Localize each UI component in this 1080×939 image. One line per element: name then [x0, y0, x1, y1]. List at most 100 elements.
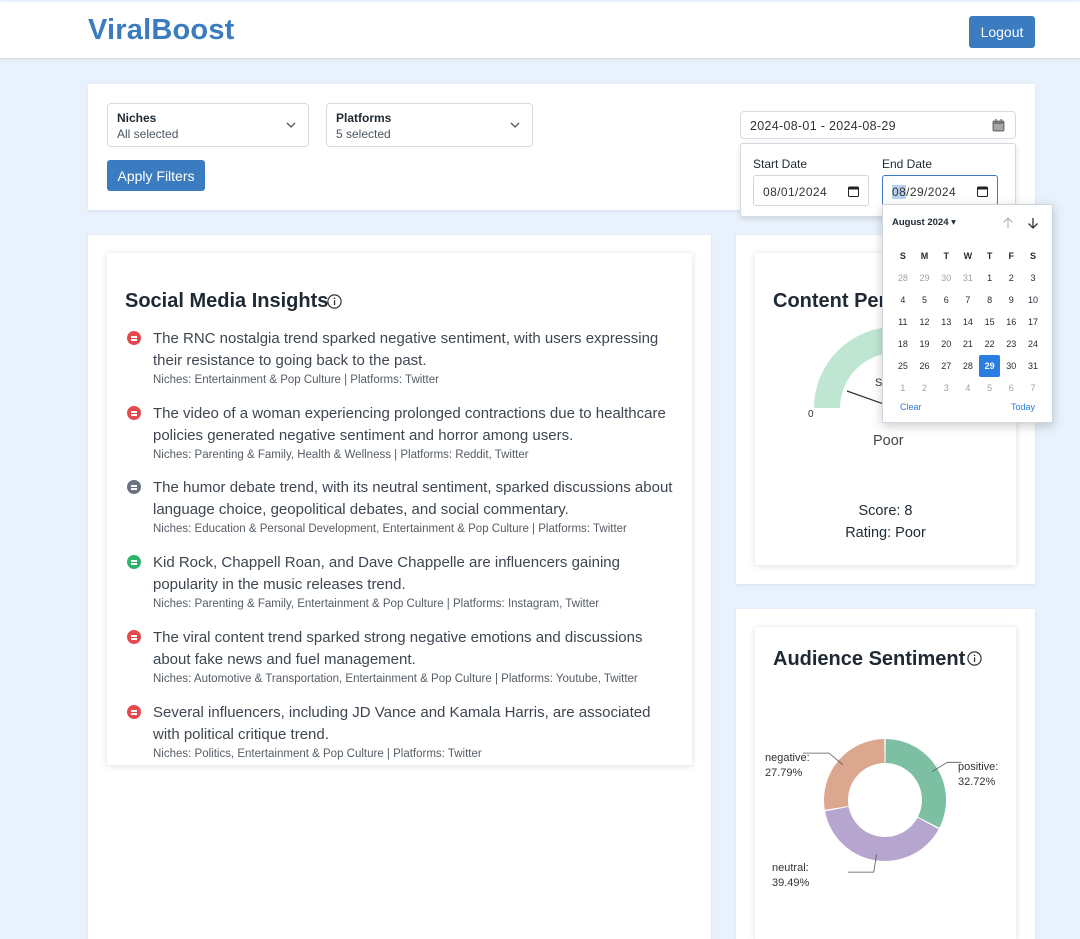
niches-select[interactable]: Niches All selected [107, 103, 309, 147]
calendar-day[interactable]: 26 [919, 361, 930, 371]
brand-logo[interactable]: ViralBoost [88, 14, 235, 46]
start-date-label: Start Date [753, 157, 808, 171]
insight-text-line: The video of a woman experiencing prolon… [153, 405, 666, 422]
neutral-slice[interactable] [825, 806, 939, 861]
insights-panel: Social Media Insights The RNC nostalgia … [107, 253, 692, 765]
clear-button[interactable]: Clear [900, 402, 922, 412]
calendar-day[interactable]: 31 [1027, 361, 1038, 371]
insight-text-line: The RNC nostalgia trend sparked negative… [153, 330, 659, 347]
weekday-label: F [1008, 251, 1015, 261]
calendar-day[interactable]: 19 [919, 339, 930, 349]
info-icon[interactable] [327, 294, 342, 309]
calendar-day[interactable]: 4 [900, 295, 906, 305]
insight-meta: Niches: Parenting & Family, Entertainmen… [153, 598, 600, 610]
calendar-day[interactable]: 20 [941, 339, 952, 349]
calendar-day[interactable]: 7 [965, 295, 971, 305]
gauge-arc [814, 327, 895, 408]
calendar-icon[interactable] [992, 119, 1005, 132]
calendar-day[interactable]: 10 [1027, 295, 1038, 305]
insight-text: The viral content trend sparked strong n… [153, 627, 683, 671]
calendar-day[interactable]: 2 [1008, 273, 1014, 283]
calendar-day[interactable]: 11 [898, 317, 908, 327]
content-performance-title: Content Per [773, 290, 887, 312]
positive-slice[interactable] [885, 739, 946, 828]
calendar-day[interactable]: 17 [1027, 317, 1038, 327]
calendar-day[interactable]: 30 [941, 273, 952, 283]
calendar-day[interactable]: 24 [1027, 339, 1038, 349]
calendar-day[interactable]: 8 [987, 295, 993, 305]
today-button[interactable]: Today [1010, 402, 1035, 412]
calendar-day[interactable]: 21 [962, 339, 973, 349]
calendar-day[interactable]: 15 [984, 317, 995, 327]
insight-item[interactable]: The RNC nostalgia trend sparked negative… [127, 328, 677, 394]
calendar-day-selected[interactable]: 29 [978, 355, 1001, 377]
calendar-day[interactable]: 3 [943, 383, 949, 393]
weekday-label: S [1029, 251, 1036, 261]
calendar-day[interactable]: 7 [1030, 383, 1036, 393]
positive-label: positive: 32.72% [958, 760, 998, 790]
calendar-day[interactable]: 31 [962, 273, 973, 283]
end-date-input[interactable]: 08/29/2024 [882, 175, 998, 206]
calendar-week-row: 11 12 13 14 15 16 17 [892, 311, 1044, 333]
calendar-day[interactable]: 6 [943, 295, 949, 305]
logout-button[interactable]: Logout [969, 16, 1035, 48]
calendar-day[interactable]: 5 [922, 295, 928, 305]
calendar-day[interactable]: 5 [987, 383, 993, 393]
calendar-day[interactable]: 2 [922, 383, 928, 393]
calendar-day[interactable]: 22 [984, 339, 995, 349]
calendar-day[interactable]: 9 [1008, 295, 1014, 305]
negative-sentiment-icon [127, 331, 141, 345]
calendar-day[interactable]: 13 [941, 317, 952, 327]
platforms-value: 5 selected [336, 127, 391, 141]
platforms-select[interactable]: Platforms 5 selected [326, 103, 533, 147]
apply-filters-button[interactable]: Apply Filters [107, 160, 205, 191]
calendar-day[interactable]: 28 [897, 273, 908, 283]
calendar-day[interactable]: 18 [897, 339, 908, 349]
insight-text-line: The humor debate trend, with its neutral… [153, 479, 673, 496]
calendar-day[interactable]: 16 [1006, 317, 1017, 327]
calendar-day[interactable]: 25 [897, 361, 908, 371]
insight-item[interactable]: The humor debate trend, with its neutral… [127, 477, 677, 543]
calendar-day[interactable]: 3 [1030, 273, 1036, 283]
insight-item[interactable]: Kid Rock, Chappell Roan, and Dave Chappe… [127, 552, 677, 618]
info-icon[interactable] [967, 651, 982, 666]
calendar-day[interactable]: 27 [941, 361, 952, 371]
positive-name: positive: [958, 761, 999, 773]
neutral-percent: 39.49% [772, 877, 810, 889]
gauge-partial-label: S [875, 377, 883, 389]
weekday-label: S [899, 251, 906, 261]
top-bar: ViralBoost Logout [0, 2, 1080, 59]
insight-item[interactable]: Several influencers, including JD Vance … [127, 702, 677, 768]
end-date-month-selected: 08 [892, 185, 907, 199]
calendar-day[interactable]: 30 [1006, 361, 1017, 371]
calendar-day[interactable]: 1 [900, 383, 906, 393]
calendar-day[interactable]: 29 [919, 273, 930, 283]
calendar-icon[interactable] [848, 186, 859, 197]
chevron-down-icon [286, 122, 296, 128]
calendar-day[interactable]: 1 [987, 273, 993, 283]
date-range-input[interactable]: 2024-08-01 - 2024-08-29 [740, 111, 1016, 139]
calendar-day[interactable]: 28 [962, 361, 973, 371]
negative-sentiment-icon [127, 705, 141, 719]
calendar-day[interactable]: 4 [965, 383, 971, 393]
calendar-day[interactable]: 6 [1008, 383, 1014, 393]
niches-label: Niches [117, 111, 157, 125]
start-date-value: 08/01/2024 [763, 185, 828, 199]
calendar-day[interactable]: 12 [919, 317, 930, 327]
calendar-popup: August 2024 ▾ S M T W T F S 28 29 30 31 1 2 3 4 5 6 7 8 9 10… [882, 204, 1053, 423]
gauge-rating-label: Poor [873, 433, 904, 449]
calendar-day[interactable]: 23 [1006, 339, 1017, 349]
start-date-input[interactable]: 08/01/2024 [753, 175, 869, 206]
calendar-day[interactable]: 14 [962, 317, 973, 327]
insight-item[interactable]: The viral content trend sparked strong n… [127, 627, 677, 693]
negative-sentiment-icon [127, 630, 141, 644]
negative-slice[interactable] [824, 739, 885, 810]
rating-text: Rating: Poor [845, 525, 926, 541]
month-selector[interactable]: August 2024 ▾ [892, 217, 956, 228]
niches-value: All selected [117, 127, 179, 141]
arrow-up-icon[interactable] [1001, 216, 1015, 230]
arrow-down-icon[interactable] [1026, 216, 1040, 230]
calendar-icon[interactable] [977, 186, 988, 197]
insight-item[interactable]: The video of a woman experiencing prolon… [127, 403, 677, 469]
